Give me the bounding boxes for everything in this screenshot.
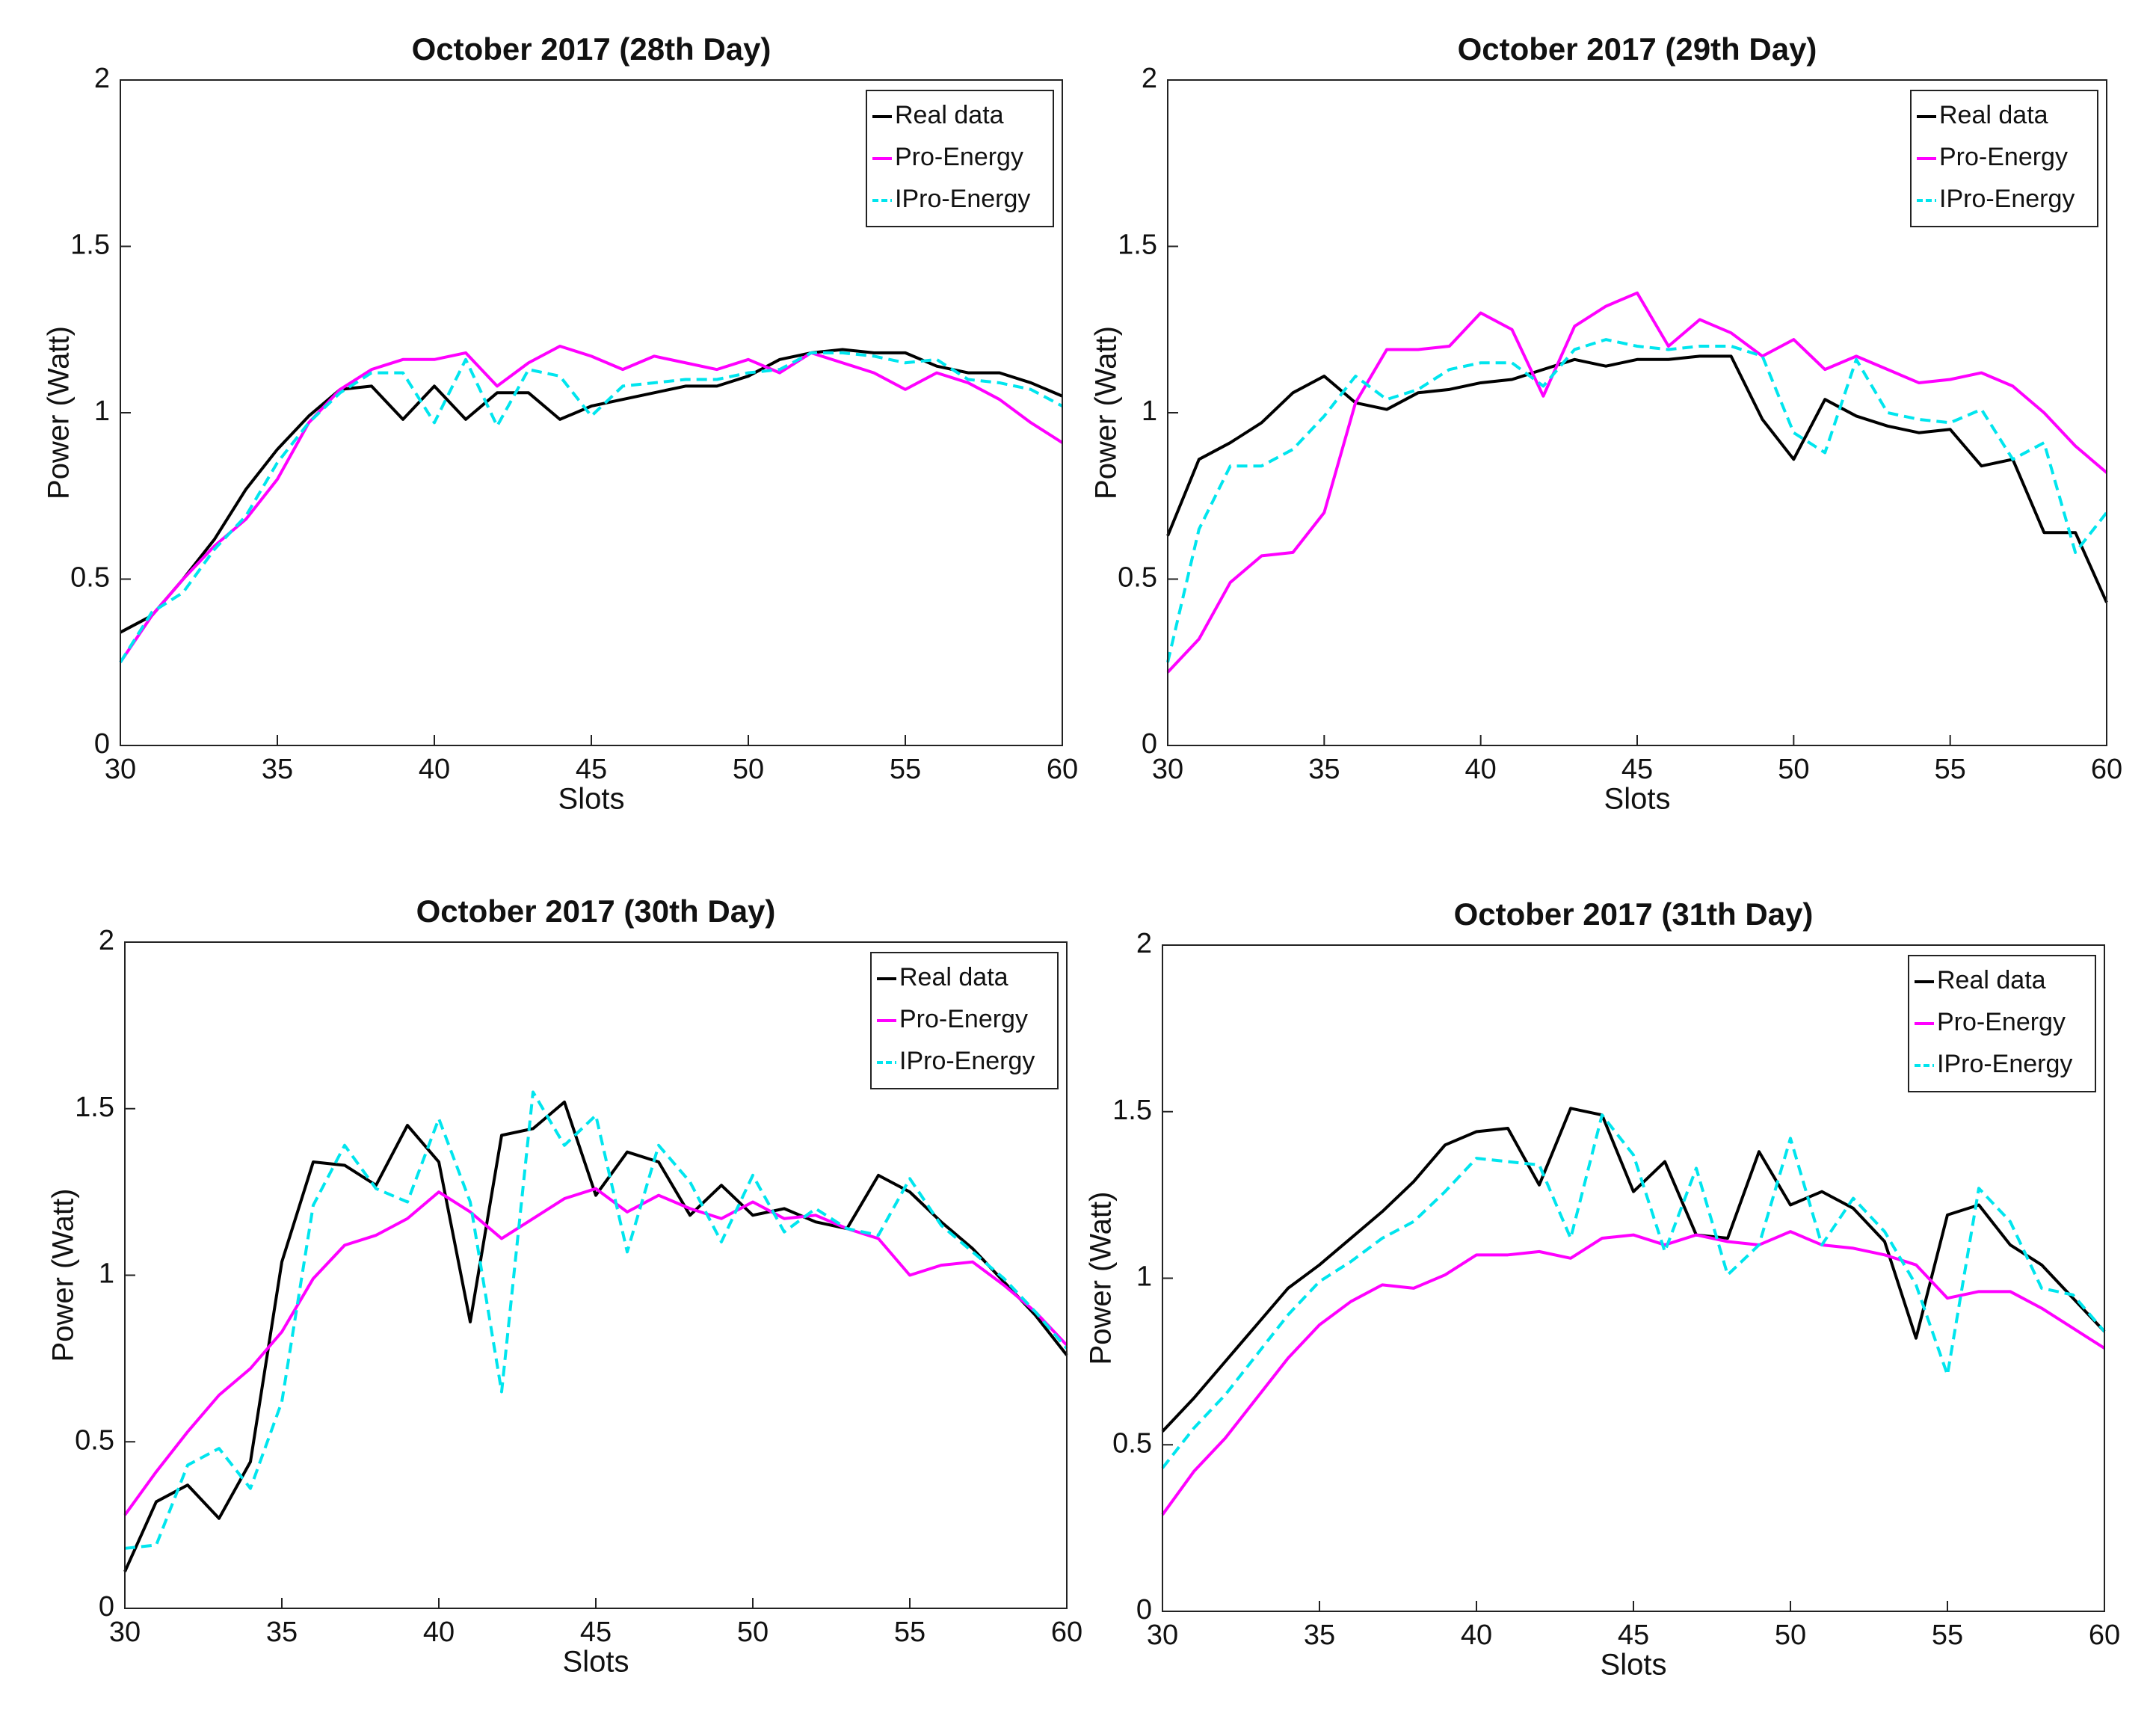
data-line [1161, 1113, 2106, 1469]
plot-frame [120, 79, 1063, 746]
y-tick-label: 2 [1142, 63, 1157, 94]
x-tick-label: 40 [1461, 1620, 1492, 1651]
x-tick-label: 60 [2091, 754, 2122, 785]
legend-box [866, 90, 1054, 227]
y-tick-label: 0 [1142, 728, 1157, 760]
legend-box [870, 952, 1059, 1089]
legend-label: Real data [1937, 966, 2046, 994]
x-tick-label: 50 [1775, 1620, 1806, 1651]
y-axis-label: Power (Watt) [47, 1189, 80, 1362]
x-tick-label: 35 [266, 1617, 298, 1648]
x-tick-label: 40 [1465, 754, 1497, 785]
x-tick-label: 30 [105, 754, 136, 785]
y-tick-label: 1.5 [1118, 230, 1157, 261]
legend-label: Pro-Energy [899, 1005, 1028, 1033]
legend-label: IPro-Energy [899, 1047, 1035, 1075]
y-tick-label: 1 [1142, 396, 1157, 427]
x-axis-label: Slots [1604, 783, 1671, 816]
data-line [124, 1090, 1068, 1550]
x-tick-label: 55 [1935, 754, 1966, 785]
x-tick-label: 50 [1778, 754, 1809, 785]
y-tick-label: 0.5 [70, 562, 110, 594]
legend-label: Pro-Energy [895, 143, 1023, 171]
y-tick-label: 1 [99, 1258, 114, 1290]
chart-title: October 2017 (30th Day) [416, 894, 776, 929]
y-tick-label: 1.5 [75, 1092, 114, 1123]
x-tick-label: 35 [1308, 754, 1340, 785]
x-axis-label: Slots [1601, 1649, 1667, 1682]
x-axis-label: Slots [558, 783, 625, 816]
legend-label: IPro-Energy [1937, 1050, 2072, 1078]
y-axis-label: Power (Watt) [43, 326, 76, 499]
legend-label: Real data [895, 101, 1004, 129]
x-tick-label: 45 [1621, 754, 1653, 785]
x-tick-label: 60 [1047, 754, 1078, 785]
x-tick-label: 40 [419, 754, 450, 785]
y-tick-label: 1.5 [1112, 1095, 1152, 1126]
x-tick-label: 40 [423, 1617, 455, 1648]
y-axis-label: Power (Watt) [1090, 326, 1123, 499]
legend-label: Pro-Energy [1937, 1008, 2066, 1036]
y-tick-label: 2 [1136, 928, 1152, 959]
data-line [120, 348, 1063, 634]
plot-frame [1162, 944, 2105, 1612]
data-line [119, 351, 1063, 663]
y-tick-label: 1.5 [70, 230, 110, 261]
legend-box [1910, 90, 2098, 227]
chart-title: October 2017 (31th Day) [1454, 897, 1814, 932]
y-tick-label: 1 [1136, 1261, 1152, 1293]
x-tick-label: 50 [733, 754, 764, 785]
data-line [123, 1187, 1068, 1516]
data-line [1161, 1230, 2106, 1516]
x-axis-label: Slots [563, 1646, 629, 1679]
chart-title: October 2017 (29th Day) [1458, 31, 1817, 67]
y-tick-label: 0 [94, 728, 110, 760]
x-tick-label: 60 [1051, 1617, 1082, 1648]
legend-label: Pro-Energy [1939, 143, 2068, 171]
y-tick-label: 0 [99, 1591, 114, 1623]
data-line [119, 345, 1064, 663]
legend-label: IPro-Energy [1939, 185, 2075, 213]
chart-title: October 2017 (28th Day) [412, 31, 771, 67]
plot-frame [124, 941, 1068, 1609]
x-tick-label: 55 [894, 1617, 925, 1648]
y-tick-label: 0.5 [75, 1424, 114, 1456]
x-tick-label: 55 [1932, 1620, 1963, 1651]
legend-label: IPro-Energy [895, 185, 1030, 213]
legend-label: Real data [899, 963, 1008, 991]
data-line [1166, 338, 2108, 663]
data-line [1166, 354, 2108, 603]
data-line [123, 1100, 1068, 1572]
x-tick-label: 60 [2089, 1620, 2120, 1651]
y-tick-label: 0 [1136, 1594, 1152, 1626]
y-tick-label: 2 [94, 63, 110, 94]
y-tick-label: 2 [99, 925, 114, 956]
y-tick-label: 0.5 [1112, 1427, 1152, 1459]
x-tick-label: 45 [580, 1617, 612, 1648]
legend-label: Real data [1939, 101, 2048, 129]
data-line [1166, 291, 2108, 674]
x-tick-label: 45 [1618, 1620, 1649, 1651]
x-tick-label: 30 [1152, 754, 1183, 785]
x-tick-label: 45 [576, 754, 607, 785]
x-tick-label: 30 [1147, 1620, 1178, 1651]
x-tick-label: 30 [109, 1617, 141, 1648]
x-tick-label: 35 [262, 754, 293, 785]
x-tick-label: 55 [890, 754, 921, 785]
y-axis-label: Power (Watt) [1085, 1192, 1118, 1365]
data-line [1161, 1107, 2106, 1433]
y-tick-label: 0.5 [1118, 562, 1157, 594]
legend-box [1908, 955, 2096, 1092]
x-tick-label: 35 [1304, 1620, 1335, 1651]
plot-frame [1167, 79, 2107, 746]
y-tick-label: 1 [94, 396, 110, 427]
x-tick-label: 50 [737, 1617, 769, 1648]
